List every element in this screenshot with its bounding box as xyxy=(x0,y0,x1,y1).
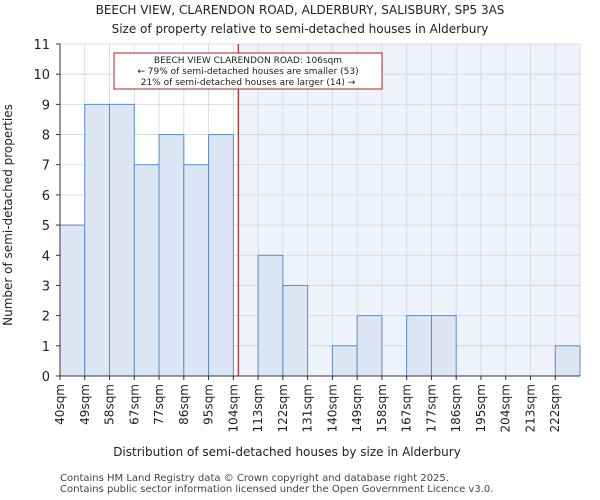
bar-49sqm xyxy=(84,103,111,377)
x-tick-label: 67sqm xyxy=(127,384,141,425)
x-tick-label: 186sqm xyxy=(449,384,463,432)
x-tick-label: 58sqm xyxy=(103,384,117,425)
bar-140sqm xyxy=(331,345,358,377)
bar-40sqm xyxy=(59,224,86,377)
x-tick-label: 177sqm xyxy=(424,384,438,432)
y-axis-label: Number of semi-detached properties xyxy=(1,104,15,326)
x-tick-label: 222sqm xyxy=(548,384,562,432)
x-tick-label: 131sqm xyxy=(301,384,315,432)
bar-149sqm xyxy=(356,315,383,377)
bar-167sqm xyxy=(406,315,432,377)
bar-113sqm xyxy=(257,254,284,377)
x-tick-label: 167sqm xyxy=(400,384,414,432)
y-tick-label: 11 xyxy=(33,38,50,53)
annotation-box: BEECH VIEW CLARENDON ROAD: 106sqm ← 79% … xyxy=(113,52,383,90)
x-tick-label: 149sqm xyxy=(350,384,364,432)
y-tick-label: 5 xyxy=(42,219,50,234)
y-tick-label: 1 xyxy=(42,340,50,355)
annotation-line-3: 21% of semi-detached houses are larger (… xyxy=(141,78,356,88)
annotation-line-2: ← 79% of semi-detached houses are smalle… xyxy=(137,67,358,77)
chart-subtitle: Size of property relative to semi-detach… xyxy=(112,22,489,36)
x-tick-label: 40sqm xyxy=(53,384,67,425)
x-tick-label: 204sqm xyxy=(499,384,513,432)
bar-122sqm xyxy=(282,284,309,377)
y-tick-label: 9 xyxy=(42,98,50,113)
y-tick-label: 10 xyxy=(33,68,50,83)
x-tick-label: 104sqm xyxy=(226,384,240,432)
bar-67sqm xyxy=(133,164,160,377)
bar-86sqm xyxy=(183,164,210,377)
x-tick-label: 77sqm xyxy=(152,384,166,425)
bar-177sqm xyxy=(430,315,457,377)
bar-77sqm xyxy=(158,134,185,377)
y-tick-label: 6 xyxy=(42,189,50,204)
y-tick-label: 0 xyxy=(42,370,50,385)
y-tick-label: 3 xyxy=(42,279,50,294)
bar-95sqm xyxy=(208,134,234,377)
bar-222sqm xyxy=(554,345,581,377)
y-tick-label: 8 xyxy=(42,129,50,144)
x-tick-label: 49sqm xyxy=(78,384,92,425)
annotation-line-1: BEECH VIEW CLARENDON ROAD: 106sqm xyxy=(154,56,342,66)
chart-title: BEECH VIEW, CLARENDON ROAD, ALDERBURY, S… xyxy=(96,3,505,17)
footer-line-2: Contains public sector information licen… xyxy=(60,484,494,495)
x-tick-label: 195sqm xyxy=(474,384,488,432)
x-tick-label: 86sqm xyxy=(177,384,191,425)
x-tick-label: 113sqm xyxy=(251,384,265,432)
x-tick-label: 140sqm xyxy=(325,384,339,432)
bar-58sqm xyxy=(109,103,135,377)
y-tick-label: 4 xyxy=(42,249,50,264)
x-tick-label: 95sqm xyxy=(202,384,216,425)
y-tick-label: 7 xyxy=(42,159,50,174)
x-axis-label: Distribution of semi-detached houses by … xyxy=(113,445,461,459)
footer-line-1: Contains HM Land Registry data © Crown c… xyxy=(60,473,449,484)
x-tick-label: 122sqm xyxy=(276,384,290,432)
x-tick-label: 213sqm xyxy=(523,384,537,432)
y-tick-label: 2 xyxy=(42,310,50,325)
x-tick-label: 158sqm xyxy=(375,384,389,432)
